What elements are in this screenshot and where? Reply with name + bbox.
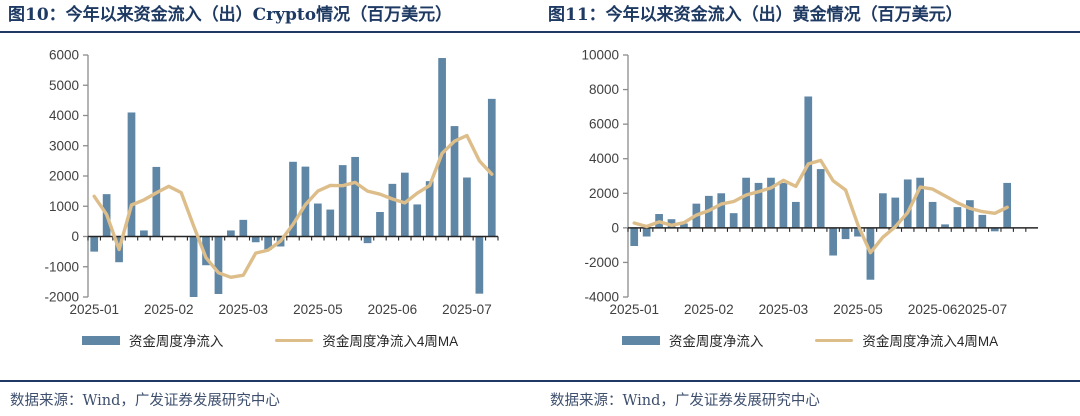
line-series-swatch xyxy=(275,338,314,342)
svg-text:5000: 5000 xyxy=(49,78,79,93)
legend-label: 资金周度净流入 xyxy=(668,334,764,350)
divider xyxy=(0,380,540,382)
svg-text:2000: 2000 xyxy=(49,169,79,184)
legend-item-bar: 资金周度净流入 xyxy=(621,330,764,350)
chart-legend: 资金周度净流入 资金周度净流入4周MA xyxy=(540,329,1080,351)
svg-text:2025-03: 2025-03 xyxy=(759,302,809,317)
legend-label: 资金周度净流入4周MA xyxy=(322,334,459,350)
svg-text:0: 0 xyxy=(71,229,79,244)
svg-text:2025-07: 2025-07 xyxy=(958,302,1008,317)
svg-text:10000: 10000 xyxy=(581,48,619,63)
legend-item-bar: 资金周度净流入 xyxy=(81,330,224,350)
line-series-swatch xyxy=(815,338,854,342)
svg-text:2025-03: 2025-03 xyxy=(219,302,269,317)
figure-title: 图10：今年以来资金流入（出）Crypto情况（百万美元） xyxy=(0,0,540,34)
svg-text:6000: 6000 xyxy=(589,117,619,132)
bar-series-swatch xyxy=(621,335,660,345)
figure-panel-gold: 图11：今年以来资金流入（出）黄金情况（百万美元） -4000 -2000 0 200… xyxy=(540,0,1080,416)
svg-text:2025-06: 2025-06 xyxy=(368,302,418,317)
svg-text:-2000: -2000 xyxy=(44,290,79,305)
data-source-note: 数据来源：Wind，广发证券发展研究中心 xyxy=(10,393,280,409)
svg-text:6000: 6000 xyxy=(49,48,79,63)
svg-text:3000: 3000 xyxy=(49,139,79,154)
svg-text:8000: 8000 xyxy=(589,82,619,97)
figure-panel-crypto: 图10：今年以来资金流入（出）Crypto情况（百万美元） -2000 -1000… xyxy=(0,0,540,416)
svg-text:2025-07: 2025-07 xyxy=(442,302,492,317)
svg-text:4000: 4000 xyxy=(589,151,619,166)
svg-text:4000: 4000 xyxy=(49,108,79,123)
source-block: 数据来源：Wind，广发证券发展研究中心 xyxy=(0,380,540,416)
gold-flow-chart: -4000 -2000 0 2000 4000 6000 8000 10000 2025-01 2… xyxy=(581,48,1038,317)
legend-item-line: 资金周度净流入4周MA xyxy=(815,330,998,350)
svg-text:2025-05: 2025-05 xyxy=(833,302,883,317)
legend-label: 资金周度净流入 xyxy=(128,334,224,350)
bar-series-swatch xyxy=(81,335,120,345)
svg-text:2025-01: 2025-01 xyxy=(69,302,119,317)
svg-text:2000: 2000 xyxy=(589,186,619,201)
chart-area: -2000 -1000 0 1000 2000 3000 4000 5000 6000 2025-… xyxy=(0,33,540,323)
source-block: 数据来源：Wind，广发证券发展研究中心 xyxy=(540,380,1080,416)
svg-text:0: 0 xyxy=(611,221,619,236)
figure-title: 图11：今年以来资金流入（出）黄金情况（百万美元） xyxy=(540,0,1080,34)
svg-text:-2000: -2000 xyxy=(584,255,619,270)
legend-label: 资金周度净流入4周MA xyxy=(862,334,999,350)
svg-text:2025-01: 2025-01 xyxy=(609,302,659,317)
svg-text:-1000: -1000 xyxy=(44,260,79,275)
svg-text:2025-02: 2025-02 xyxy=(684,302,734,317)
crypto-flow-chart: -2000 -1000 0 1000 2000 3000 4000 5000 6000 2025-… xyxy=(44,48,499,317)
svg-text:1000: 1000 xyxy=(49,199,79,214)
chart-area: -4000 -2000 0 2000 4000 6000 8000 10000 2025-01 2… xyxy=(540,33,1080,323)
svg-text:2025-06: 2025-06 xyxy=(908,302,958,317)
svg-text:2025-05: 2025-05 xyxy=(293,302,343,317)
divider xyxy=(540,380,1080,382)
data-source-note: 数据来源：Wind，广发证券发展研究中心 xyxy=(550,393,820,409)
svg-text:2025-02: 2025-02 xyxy=(144,302,194,317)
legend-item-line: 资金周度净流入4周MA xyxy=(275,330,458,350)
chart-legend: 资金周度净流入 资金周度净流入4周MA xyxy=(0,329,540,351)
svg-text:-4000: -4000 xyxy=(584,290,619,305)
